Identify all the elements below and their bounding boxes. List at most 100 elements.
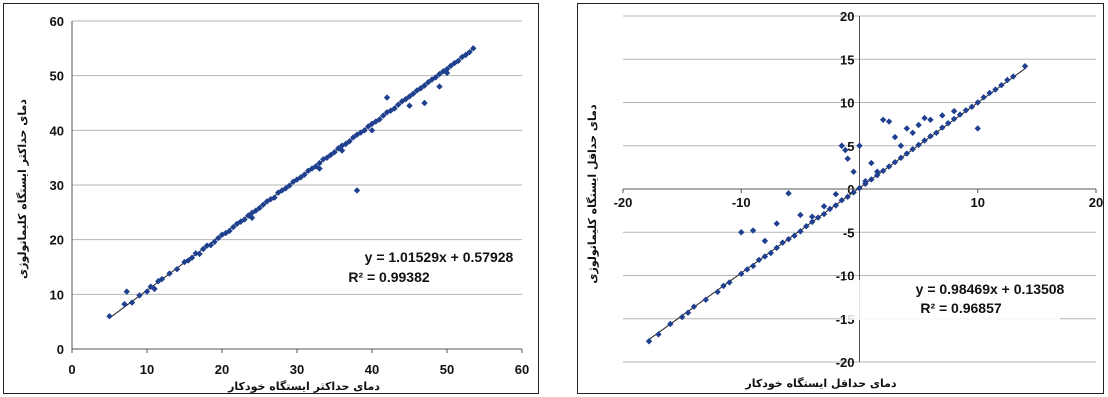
data-point <box>252 207 259 214</box>
x-tick-label: 30 <box>290 362 304 377</box>
scatter-chart-max-temperature: 0 10 20 30 40 50 60 0 10 20 30 40 50 60 y = 1.01529x +… <box>16 14 529 393</box>
x-axis-label: دمای حداکثر ایستگاه خودکار <box>227 380 380 393</box>
x-tick-label: 10 <box>971 195 985 210</box>
data-point <box>749 262 757 270</box>
data-point <box>797 228 804 235</box>
y-tick-label: -10 <box>836 269 855 284</box>
data-point <box>410 90 417 97</box>
data-point <box>797 211 804 219</box>
data-point <box>185 257 192 264</box>
y-tick-label: 10 <box>50 287 64 302</box>
data-point <box>903 125 910 132</box>
data-point <box>761 237 769 245</box>
data-point <box>1004 76 1011 84</box>
data-point <box>316 165 323 172</box>
data-point <box>915 141 922 149</box>
data-point <box>844 193 851 200</box>
data-point <box>391 105 398 112</box>
data-point <box>350 134 357 141</box>
data-point <box>421 99 428 107</box>
data-point <box>921 137 928 144</box>
data-point <box>950 107 958 115</box>
y-tick-label: 20 <box>50 233 64 248</box>
data-point <box>458 53 466 61</box>
data-point <box>462 51 469 59</box>
data-point <box>282 185 289 192</box>
equation-background <box>294 248 509 288</box>
data-point <box>260 201 267 208</box>
y-axis-label: دمای حداکثر ایستگاه کلیماتولوژی <box>16 99 29 279</box>
data-point <box>203 242 211 249</box>
data-point <box>245 212 252 219</box>
data-point <box>909 146 916 153</box>
data-point <box>466 48 473 56</box>
data-point <box>417 85 424 92</box>
trendline-equation: y = 0.98469x + 0.13508 <box>916 281 1065 297</box>
data-point <box>222 229 229 237</box>
data-point <box>684 309 692 316</box>
data-point <box>773 220 780 227</box>
data-point <box>826 205 834 213</box>
data-point <box>207 241 214 249</box>
data-point <box>939 124 946 131</box>
data-point <box>121 300 128 308</box>
data-point <box>950 115 958 123</box>
data-point <box>909 129 916 136</box>
chart-panel-max-temperature: 0 10 20 30 40 50 60 0 10 20 30 40 50 60 y = 1.01529x +… <box>3 3 539 394</box>
data-point <box>436 70 443 78</box>
y-tick-label: 0 <box>57 342 64 357</box>
data-point <box>353 131 361 138</box>
data-point <box>406 93 413 100</box>
x-tick-label: 40 <box>365 362 379 377</box>
data-point <box>271 194 278 201</box>
data-point <box>196 250 203 258</box>
y-tick-label: -5 <box>843 225 855 240</box>
r-squared-label: R² = 0.96857 <box>920 300 1002 316</box>
data-point <box>850 189 857 196</box>
x-tick-label: 10 <box>140 362 154 377</box>
y-tick-label: 40 <box>50 123 64 138</box>
data-point <box>173 265 181 273</box>
x-axis-label: دمای حداقل ایستگاه خودکار <box>744 377 897 390</box>
data-point <box>215 234 222 242</box>
data-point <box>897 142 905 149</box>
data-point <box>147 283 154 290</box>
data-point <box>1010 73 1017 80</box>
data-point <box>233 220 241 228</box>
y-tick-label: 30 <box>50 178 64 193</box>
data-point <box>136 292 143 299</box>
data-point <box>915 121 922 129</box>
data-point <box>301 171 308 178</box>
data-point <box>455 57 462 65</box>
y-tick-label: 15 <box>840 52 854 67</box>
y-axis-label: دمای حداقل ایستگاه کلیماتولوژی <box>586 104 599 284</box>
x-tick-label: 0 <box>68 362 75 377</box>
data-point <box>192 250 199 257</box>
data-point <box>749 227 757 234</box>
data-point <box>383 94 391 101</box>
data-point <box>383 109 391 116</box>
data-point <box>297 174 304 181</box>
data-point <box>230 223 237 231</box>
data-point <box>1021 62 1029 70</box>
data-point <box>380 112 387 119</box>
data-point <box>248 209 256 217</box>
data-point <box>885 118 893 125</box>
data-point <box>331 149 338 156</box>
data-point <box>286 182 293 189</box>
data-point <box>879 167 887 175</box>
data-point <box>645 338 653 345</box>
data-point <box>885 163 893 170</box>
data-point <box>820 203 828 210</box>
data-point <box>425 79 432 86</box>
y-tick-label: 10 <box>840 96 854 111</box>
data-point <box>451 59 458 67</box>
data-point <box>106 313 113 320</box>
data-point <box>862 178 869 185</box>
data-point <box>372 118 379 125</box>
x-tick-label: 20 <box>215 362 229 377</box>
r-squared-label: R² = 0.99382 <box>348 269 430 285</box>
data-point <box>891 158 899 166</box>
